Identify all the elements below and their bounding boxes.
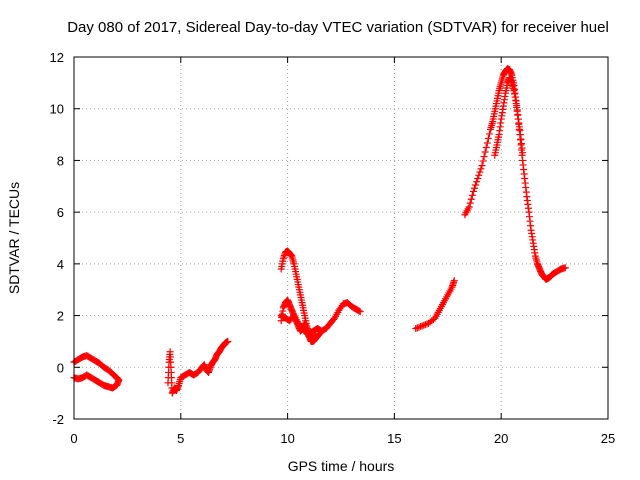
x-tick-label: 0 xyxy=(70,431,77,446)
y-tick-label: 4 xyxy=(57,257,64,272)
plot-frame xyxy=(73,56,609,420)
data-point xyxy=(476,168,484,176)
data-point xyxy=(478,162,486,170)
data-point xyxy=(418,322,426,330)
chart-title: Day 080 of 2017, Sidereal Day-to-day VTE… xyxy=(67,19,609,36)
data-point xyxy=(417,323,425,331)
data-point xyxy=(473,178,481,186)
data-point xyxy=(481,148,489,156)
x-tick-label: 5 xyxy=(177,431,184,446)
data-point xyxy=(483,139,491,147)
data-point xyxy=(482,144,490,151)
data-point xyxy=(413,324,421,332)
x-tick-label: 20 xyxy=(494,431,508,446)
data-point xyxy=(469,187,477,195)
data-point xyxy=(355,307,363,315)
y-tick-label: 6 xyxy=(57,205,64,220)
axis-ticks: 0 5 10 15 20 25 -2 0 2 4 6 8 10 12 xyxy=(50,50,616,446)
data-point xyxy=(474,175,482,183)
x-axis-label: GPS time / hours xyxy=(288,458,395,474)
data-point xyxy=(484,134,492,142)
data-point xyxy=(415,323,423,331)
data-point xyxy=(479,157,487,165)
data-point xyxy=(466,199,474,207)
y-axis-label: SDTVAR / TECUs xyxy=(6,182,22,294)
grid-lines xyxy=(74,57,608,419)
y-tick-label: 10 xyxy=(50,102,64,117)
data-point xyxy=(224,337,232,345)
y-tick-label: 8 xyxy=(57,153,64,168)
y-tick-label: 2 xyxy=(57,309,64,324)
x-tick-label: 25 xyxy=(601,431,615,446)
data-point xyxy=(465,203,473,211)
y-tick-label: 0 xyxy=(57,360,64,375)
data-point xyxy=(480,153,488,161)
data-point xyxy=(420,321,428,329)
data-point xyxy=(311,332,319,340)
x-tick-label: 15 xyxy=(387,431,401,446)
plot-area xyxy=(70,65,569,397)
data-point xyxy=(450,277,458,285)
y-tick-label: -2 xyxy=(52,412,64,427)
data-point xyxy=(475,171,483,179)
data-point xyxy=(421,321,429,329)
data-point xyxy=(519,149,527,157)
data-point xyxy=(472,181,480,189)
data-point xyxy=(471,184,478,192)
data-point xyxy=(356,308,364,316)
data-point xyxy=(468,191,476,199)
data-point xyxy=(477,165,485,173)
data-point xyxy=(485,130,493,138)
data-point xyxy=(467,195,475,203)
data-point xyxy=(561,264,569,272)
y-tick-label: 12 xyxy=(50,50,64,65)
data-point xyxy=(412,325,420,332)
x-tick-label: 10 xyxy=(280,431,294,446)
